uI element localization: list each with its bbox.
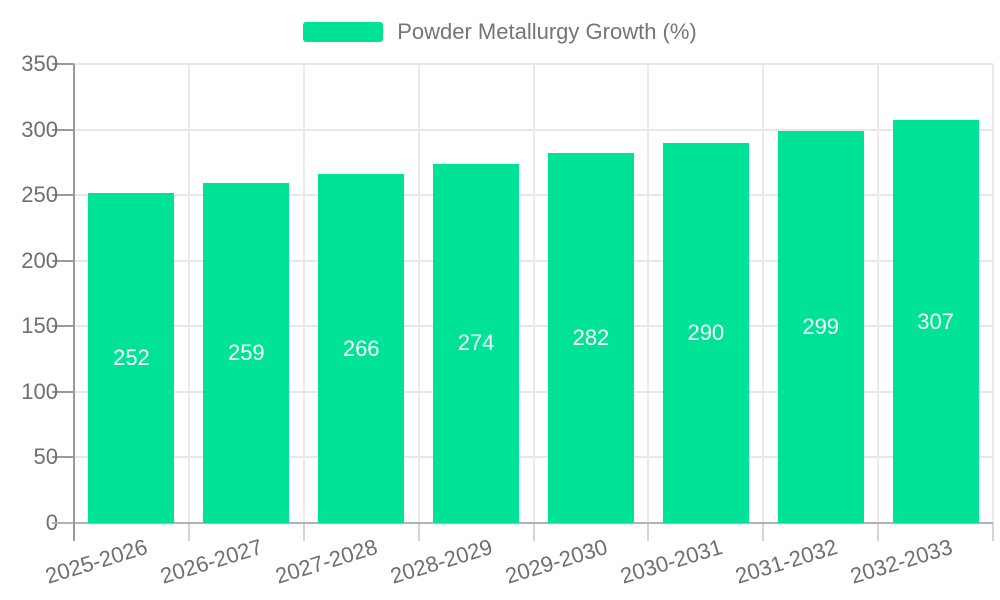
x-axis-tick [187,523,190,541]
gridline-vertical [187,64,190,523]
y-axis-tick [52,63,74,65]
y-axis-tick [52,259,74,262]
y-axis-label: 200 [21,247,58,273]
bar-value-label: 290 [687,319,725,345]
bar [547,153,634,523]
x-axis-tick [762,523,765,541]
bar-value-label: 299 [802,313,840,339]
gridline-vertical [532,64,535,523]
y-axis-tick [52,456,74,459]
x-axis-tick [532,523,535,541]
gridline-vertical [302,64,305,523]
x-axis-line [52,522,993,524]
y-axis-line [73,64,75,541]
y-axis-tick [52,325,74,328]
x-axis-tick [877,523,880,541]
gridline-vertical [992,64,994,523]
x-axis-tick [302,523,305,541]
legend-item[interactable]: Powder Metallurgy Growth (%) [0,16,1000,48]
x-axis-tick [992,523,994,541]
bar-value-label: 274 [457,330,495,356]
gridline-vertical [647,64,650,523]
gridline-vertical [762,64,765,523]
y-axis-tick [52,390,74,393]
bar [88,192,175,523]
y-axis-label: 250 [21,182,58,208]
y-axis-label: 50 [33,444,58,470]
bar [203,183,290,523]
bar [318,174,405,523]
legend-swatch-icon [303,22,384,42]
y-axis-label: 350 [21,51,58,76]
bar [662,142,749,523]
bar [892,120,979,523]
gridline-vertical [417,64,420,523]
bar-value-label: 266 [342,335,380,361]
y-axis-tick [52,194,74,197]
y-axis-label: 300 [21,116,58,142]
bar [777,130,864,523]
bar-value-label: 259 [227,340,265,366]
y-axis-label: 0 [45,510,58,535]
y-axis-label: 150 [21,313,58,339]
x-axis-tick [647,523,650,541]
legend-label: Powder Metallurgy Growth (%) [397,19,697,44]
bar [433,163,520,523]
bar-value-label: 307 [917,308,954,334]
gridline-vertical [877,64,880,523]
x-axis-tick [417,523,420,541]
bar-value-label: 252 [113,344,150,370]
y-axis-tick [52,128,74,131]
y-axis-label: 100 [21,378,58,404]
bar-value-label: 282 [572,325,610,351]
